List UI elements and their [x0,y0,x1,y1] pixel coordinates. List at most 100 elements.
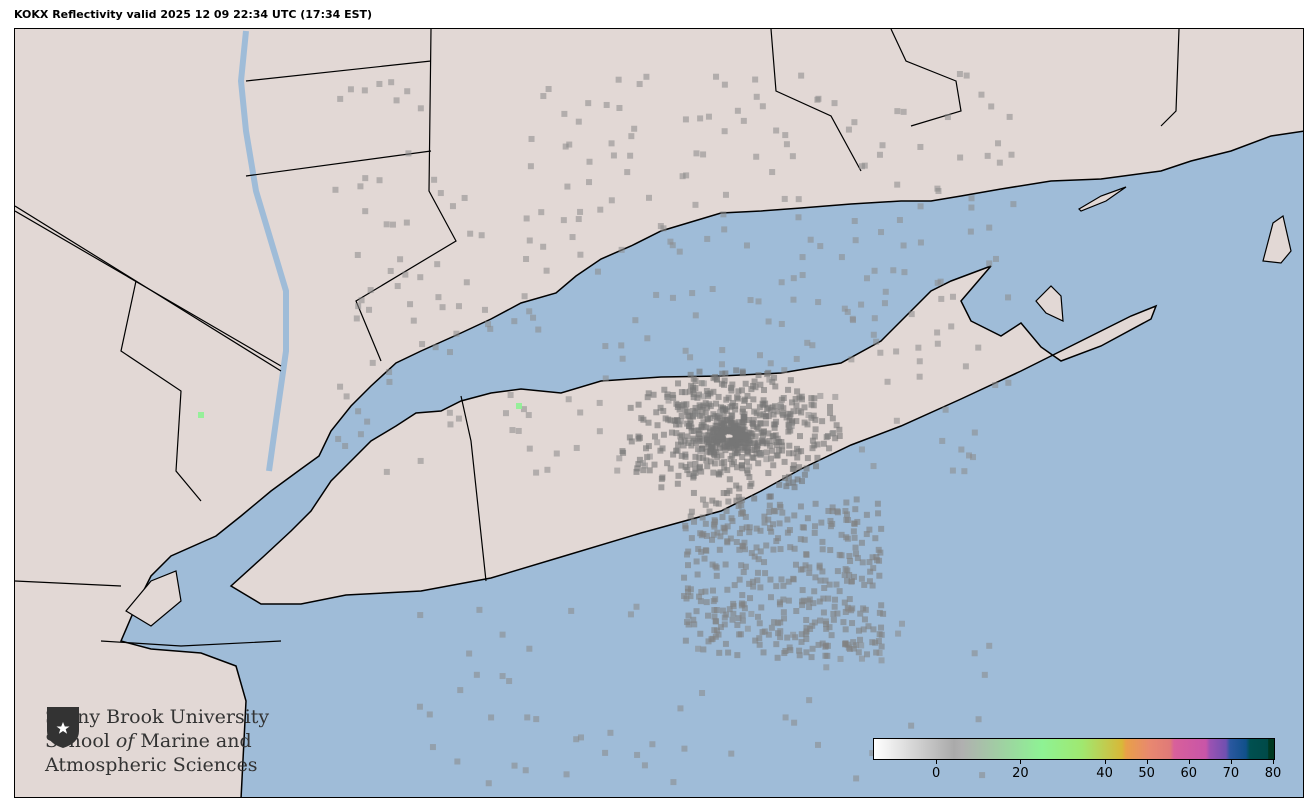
echo-pixel [740,418,747,425]
echo-pixel [699,689,706,696]
echo-pixel [684,412,691,419]
echo-pixel [823,625,830,632]
echo-pixel [858,539,865,546]
echo-pixel [791,545,798,552]
echo-pixel [809,445,816,452]
echo-pixel [854,518,861,525]
echo-pixel [596,428,603,435]
echo-pixel [682,451,689,458]
echo-pixel [198,412,204,418]
echo-pixel [667,238,674,245]
echo-pixel [822,618,829,625]
echo-pixel [698,468,705,475]
echo-pixel [734,107,741,114]
echo-pixel [713,400,720,407]
echo-pixel [454,758,461,765]
echo-pixel [741,546,748,553]
echo-pixel [981,671,988,678]
echo-pixel [676,421,683,428]
echo-pixel [717,441,724,448]
echo-pixel [798,638,805,645]
echo-pixel [560,217,567,224]
echo-pixel [461,194,468,201]
echo-pixel [739,454,746,461]
echo-pixel [961,468,968,475]
echo-pixel [782,132,789,139]
echo-pixel [768,528,775,535]
echo-pixel [640,467,647,474]
echo-pixel [785,450,792,457]
echo-pixel [781,367,788,374]
echo-pixel [841,305,848,312]
echo-pixel [876,151,883,158]
echo-pixel [894,108,901,115]
echo-pixel [683,172,690,179]
echo-pixel [801,471,808,478]
echo-pixel [721,525,728,532]
echo-pixel [979,772,986,779]
echo-pixel [870,565,877,572]
colorbar-tick-label: 80 [1264,766,1282,781]
echo-pixel [602,375,609,382]
echo-pixel [799,254,806,261]
echo-pixel [682,637,689,644]
echo-pixel [417,105,424,112]
echo-pixel [720,211,727,218]
echo-pixel [766,508,773,515]
echo-pixel [849,620,856,627]
echo-pixel [434,261,441,268]
echo-pixel [721,381,728,388]
echo-pixel [743,458,750,465]
echo-pixel [810,600,817,607]
echo-pixel [804,339,811,346]
echo-pixel [369,359,376,366]
echo-pixel [793,355,800,362]
echo-pixel [748,433,755,440]
echo-pixel [526,237,533,244]
echo-pixel [417,274,424,281]
echo-pixel [836,551,843,558]
echo-pixel [685,562,692,569]
echo-pixel [821,585,828,592]
echo-pixel [702,409,709,416]
echo-pixel [713,572,720,579]
reflectivity-colorbar [873,738,1275,760]
radar-map[interactable]: Stony Brook University School of Marine … [14,28,1304,798]
echo-pixel [693,558,700,565]
echo-pixel [703,435,710,442]
echo-pixel [858,301,865,308]
echo-pixel [857,610,864,617]
echo-pixel [966,452,973,459]
echo-pixel [575,216,582,223]
echo-pixel [783,141,790,148]
echo-pixel [714,529,721,536]
echo-pixel [789,399,796,406]
echo-pixel [869,554,876,561]
echo-pixel [829,415,836,422]
echo-pixel [684,585,691,592]
echo-pixel [858,575,865,582]
echo-pixel [759,400,766,407]
echo-pixel [790,465,797,472]
echo-pixel [627,152,634,159]
echo-pixel [779,447,786,454]
echo-pixel [739,509,746,516]
echo-pixel [569,234,576,241]
echo-pixel [844,535,851,542]
echo-pixel [661,386,668,393]
echo-pixel [872,535,879,542]
logo-line-3: Atmospheric Sciences [45,754,258,776]
echo-pixel [561,110,568,117]
echo-pixel [540,93,547,100]
echo-pixel [832,596,839,603]
echo-pixel [664,393,671,400]
echo-pixel [800,524,807,531]
echo-pixel [755,556,762,563]
echo-pixel [718,452,725,459]
echo-pixel [754,577,761,584]
echo-pixel [747,595,754,602]
echo-pixel [426,711,433,718]
echo-pixel [775,447,782,454]
echo-pixel [731,582,738,589]
echo-pixel [804,455,811,462]
